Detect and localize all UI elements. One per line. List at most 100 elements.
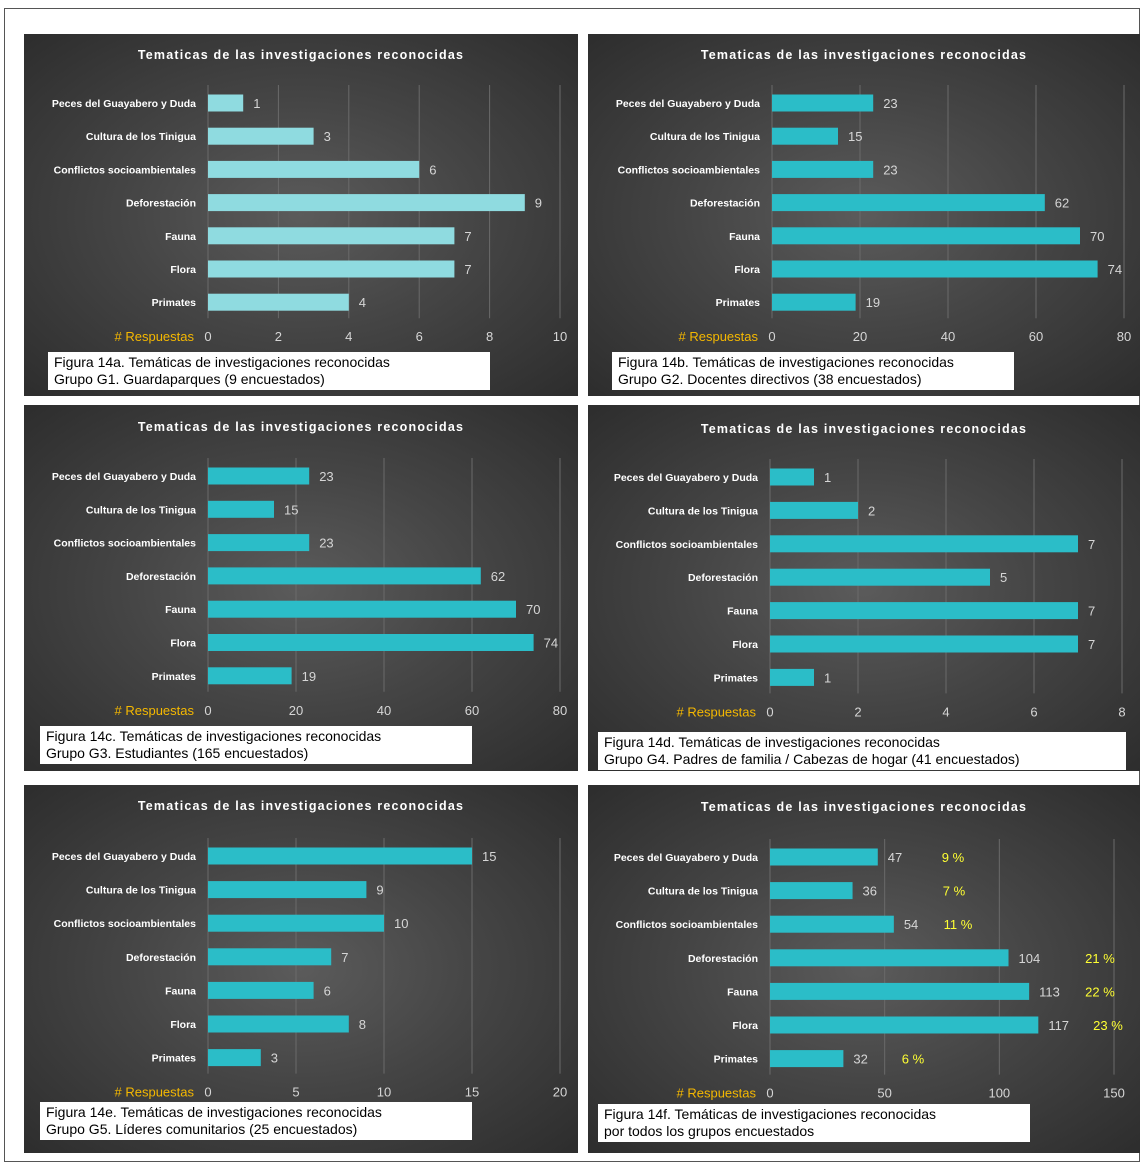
bar [208, 194, 525, 212]
caption-line: Grupo G3. Estudiantes (165 encuestados) [46, 745, 309, 761]
category-label: Flora [170, 1019, 196, 1031]
tick-label: 40 [941, 329, 955, 344]
bar [208, 534, 310, 552]
bar [770, 535, 1078, 553]
tick-label: 50 [877, 1086, 891, 1101]
bar [208, 981, 314, 999]
category-label: Conflictos socioambientales [54, 164, 197, 176]
tick-label: 10 [377, 1085, 391, 1100]
bar [772, 293, 856, 311]
bar [208, 227, 455, 245]
bar [208, 600, 516, 618]
bar [770, 915, 894, 933]
data-label: 70 [1090, 229, 1104, 244]
bar [208, 567, 481, 585]
tick-label: 8 [486, 329, 493, 344]
caption-line: Grupo G5. Líderes comunitarios (25 encue… [46, 1121, 358, 1137]
data-label: 6 [429, 162, 436, 177]
caption-line: Figura 14a. Temáticas de investigaciones… [54, 354, 390, 370]
percent-label: 11 % [944, 917, 973, 932]
data-label: 113 [1039, 984, 1060, 999]
category-label: Cultura de los Tinigua [86, 131, 196, 143]
data-label: 23 [883, 96, 897, 111]
category-label: Primates [714, 1054, 759, 1066]
figure-caption: Figura 14a. Temáticas de investigaciones… [48, 352, 490, 390]
bar [208, 667, 292, 685]
bar [770, 882, 853, 900]
chart-title: Tematicas de las investigaciones reconoc… [138, 48, 464, 62]
category-label: Conflictos socioambientales [616, 919, 759, 931]
percent-label: 6 % [902, 1052, 925, 1067]
tick-label: 0 [766, 704, 773, 719]
figure-caption: Figura 14c. Temáticas de investigaciones… [40, 726, 472, 764]
data-label: 10 [394, 916, 408, 931]
bar [208, 260, 455, 278]
category-label: Primates [714, 672, 759, 684]
category-label: Deforestación [688, 953, 758, 965]
tick-label: 150 [1103, 1086, 1125, 1101]
tick-label: 6 [1030, 704, 1037, 719]
data-label: 117 [1048, 1018, 1069, 1033]
percent-label: 23 % [1093, 1018, 1123, 1033]
bar [772, 194, 1045, 212]
tick-label: 0 [204, 703, 211, 718]
x-axis-label: # Respuestas [677, 1086, 757, 1101]
x-axis-label: # Respuestas [115, 1085, 195, 1100]
category-label: Conflictos socioambientales [616, 539, 759, 551]
category-label: Fauna [165, 231, 196, 243]
category-label: Fauna [165, 604, 196, 616]
data-label: 8 [359, 1017, 366, 1032]
data-label: 23 [883, 162, 897, 177]
category-label: Cultura de los Tinigua [86, 504, 196, 516]
category-label: Conflictos socioambientales [618, 164, 761, 176]
category-label: Cultura de los Tinigua [86, 885, 196, 897]
data-label: 19 [302, 669, 316, 684]
percent-label: 9 % [942, 850, 965, 865]
data-label: 70 [526, 602, 540, 617]
chart-panel-14a: Tematicas de las investigaciones reconoc… [24, 34, 578, 396]
category-label: Peces del Guayabero y Duda [614, 852, 758, 864]
bar [770, 468, 814, 486]
data-label: 1 [253, 96, 260, 111]
category-label: Flora [732, 1020, 758, 1032]
tick-label: 20 [853, 329, 867, 344]
category-label: Primates [716, 297, 761, 309]
category-label: Flora [734, 264, 760, 276]
category-label: Fauna [729, 231, 760, 243]
category-label: Deforestación [688, 572, 758, 584]
percent-label: 21 % [1085, 951, 1115, 966]
tick-label: 20 [289, 703, 303, 718]
data-label: 2 [868, 503, 875, 518]
bar [772, 260, 1098, 278]
bar [770, 1050, 844, 1068]
category-label: Cultura de los Tinigua [648, 886, 758, 898]
category-label: Peces del Guayabero y Duda [52, 98, 196, 110]
chart-title: Tematicas de las investigaciones reconoc… [138, 420, 464, 434]
bar [208, 160, 420, 178]
data-label: 15 [482, 849, 496, 864]
category-label: Deforestación [126, 198, 196, 210]
bar [208, 467, 310, 485]
chart-svg-14f: Tematicas de las investigaciones reconoc… [614, 800, 1125, 1101]
bar [208, 293, 349, 311]
data-label: 9 [376, 883, 383, 898]
x-axis-label: # Respuestas [677, 704, 757, 719]
category-label: Conflictos socioambientales [54, 918, 197, 930]
percent-label: 22 % [1085, 984, 1115, 999]
data-label: 1 [824, 670, 831, 685]
bar [208, 881, 367, 899]
figure-caption: Figura 14d. Temáticas de investigaciones… [598, 732, 1126, 770]
data-label: 9 [535, 196, 542, 211]
caption-line: Grupo G2. Docentes directivos (38 encues… [618, 371, 922, 387]
bar [208, 634, 534, 651]
category-label: Primates [152, 297, 197, 309]
data-label: 15 [848, 129, 862, 144]
tick-label: 100 [988, 1086, 1010, 1101]
data-label: 62 [491, 569, 505, 584]
bar [770, 982, 1030, 1000]
category-label: Fauna [727, 606, 758, 618]
category-label: Fauna [727, 986, 758, 998]
tick-label: 0 [768, 329, 775, 344]
data-label: 5 [1000, 570, 1007, 585]
bar [208, 94, 244, 112]
